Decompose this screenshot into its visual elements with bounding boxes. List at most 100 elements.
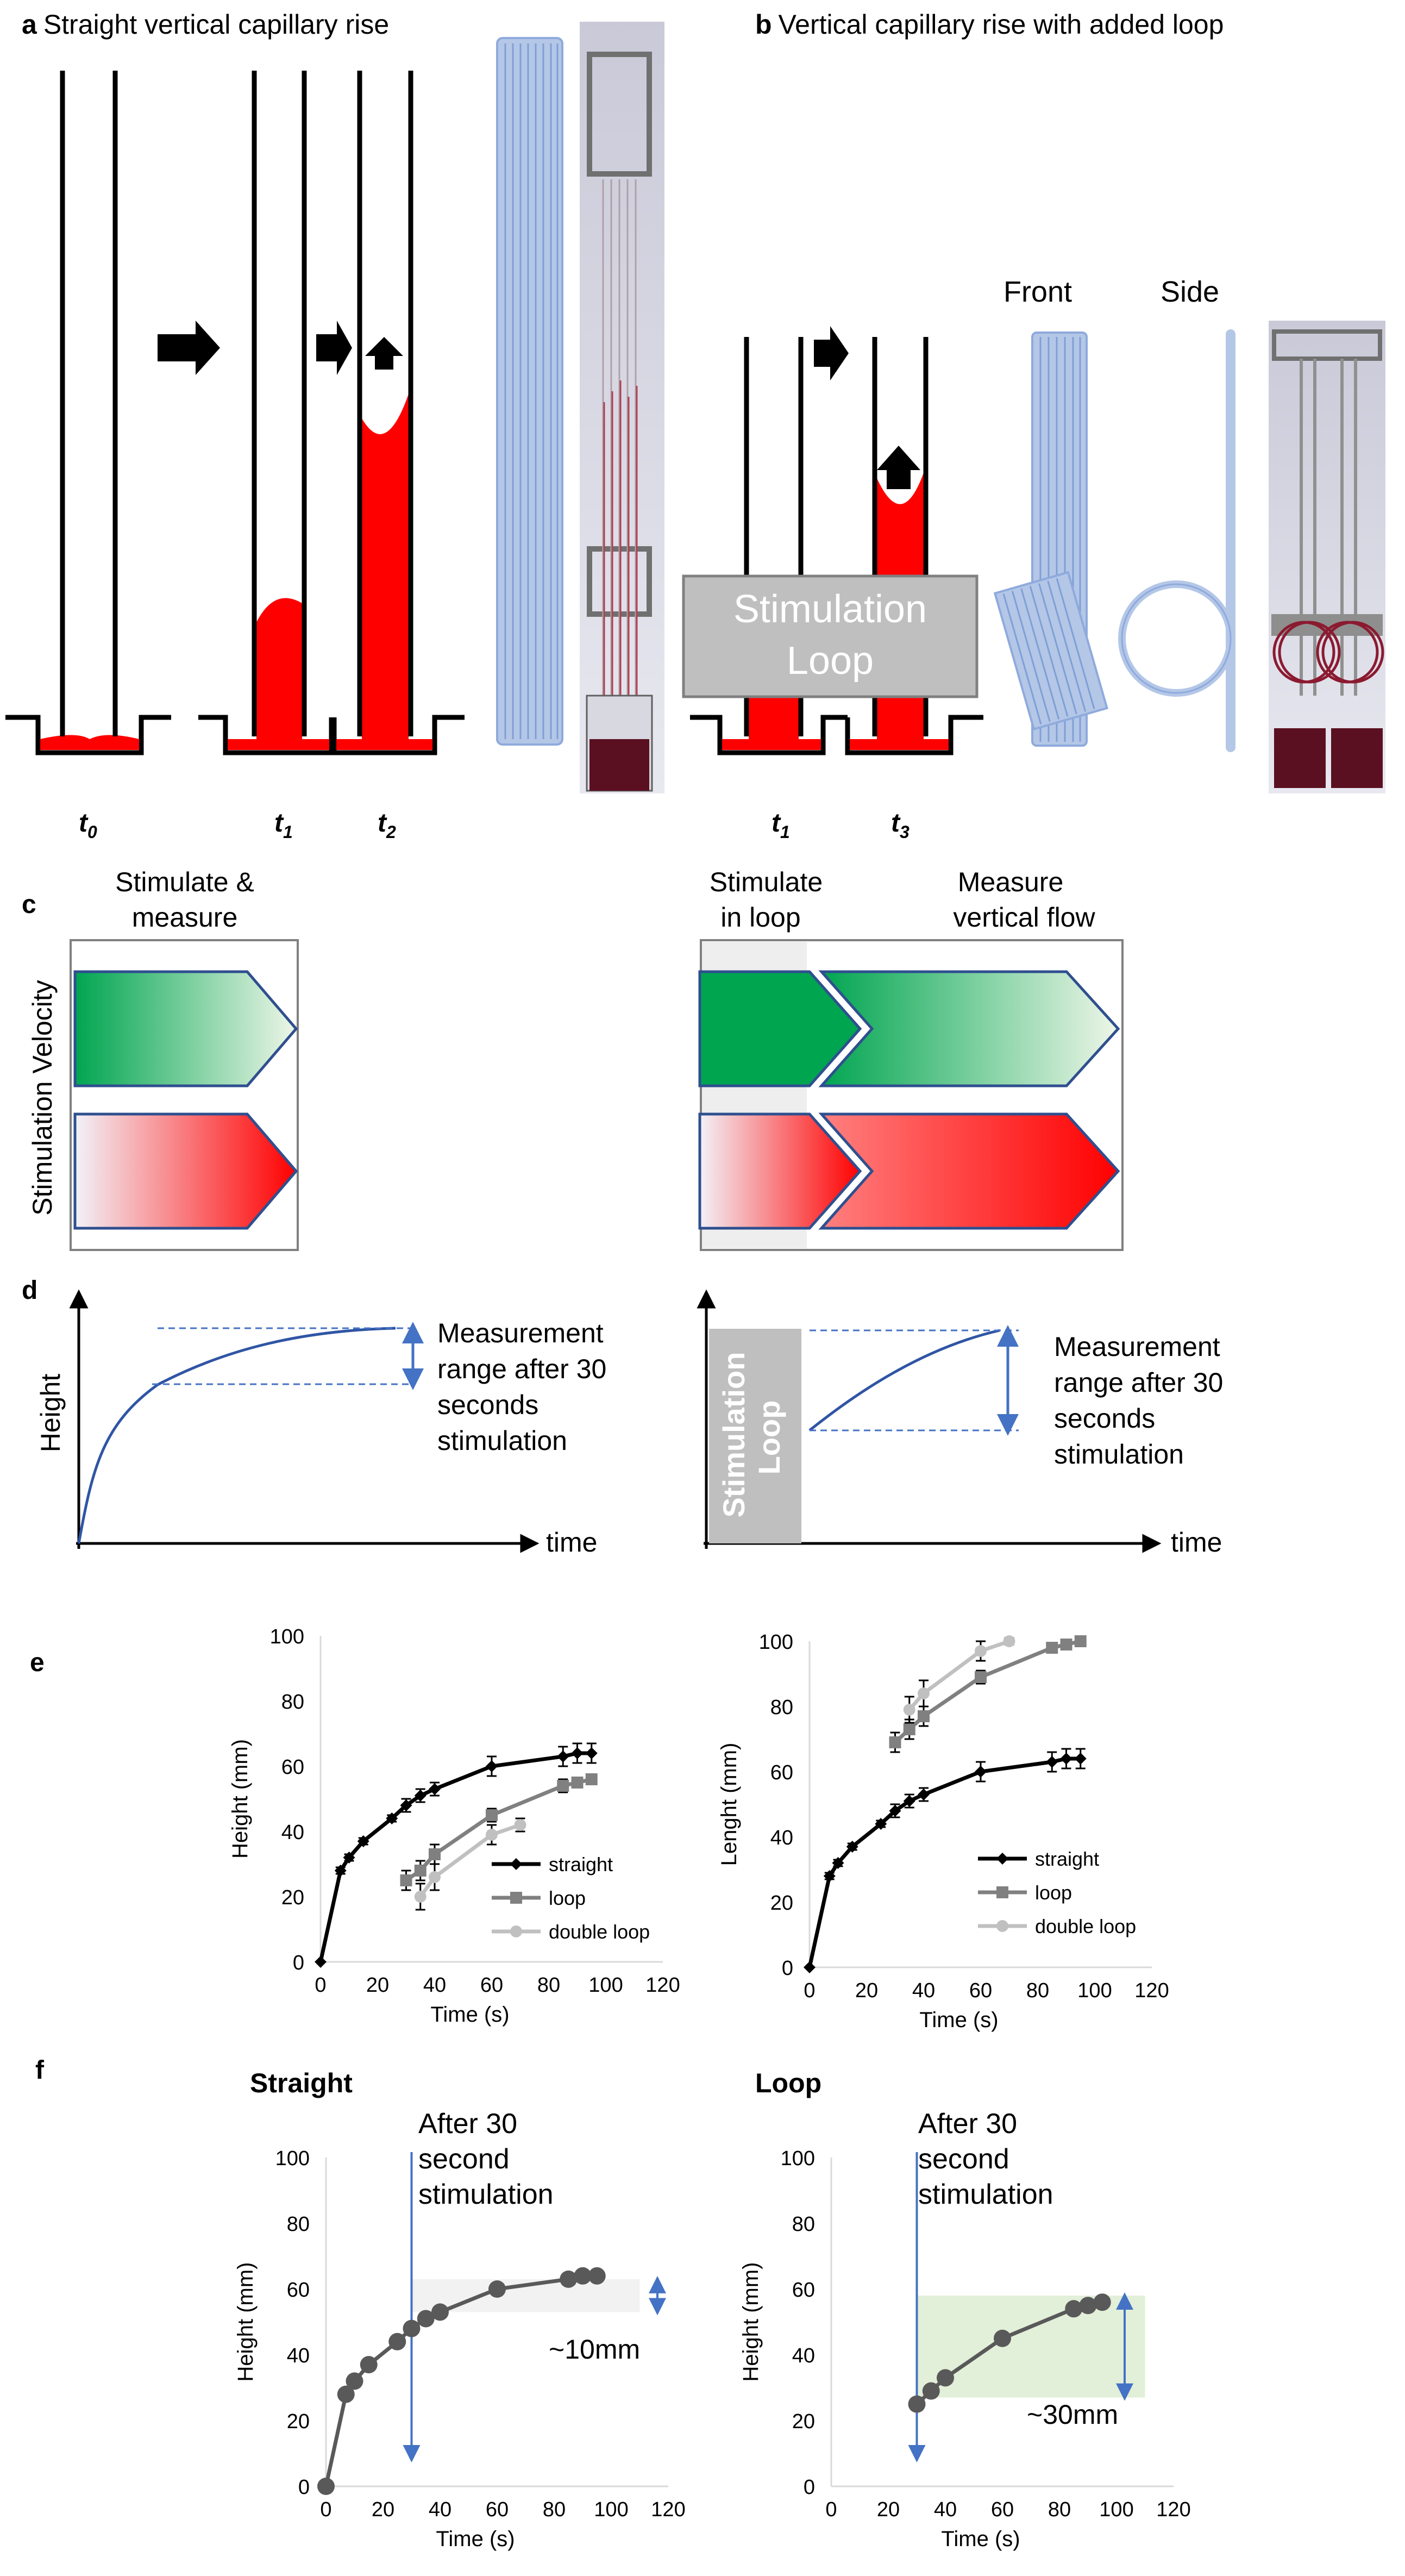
data-point bbox=[903, 1704, 915, 1716]
y-tick-label: 20 bbox=[287, 2410, 310, 2433]
data-point bbox=[414, 1891, 426, 1903]
range-text: seconds bbox=[437, 1390, 538, 1420]
chart-e-right: 0 20 40 60 80 100 0 20 40 60 80 100 120 Time (s) Lengh… bbox=[717, 1631, 1169, 2032]
legend-label: loop bbox=[1035, 1881, 1072, 1904]
annotation-text: second bbox=[918, 2143, 1009, 2175]
y-axis-label: Lenght (mm) bbox=[717, 1743, 741, 1866]
data-point bbox=[417, 2310, 435, 2328]
tube-t2 bbox=[331, 71, 465, 755]
panel-a: a Straight vertical capillary rise t0 bbox=[5, 9, 664, 842]
x-tick-label: 100 bbox=[594, 2498, 628, 2521]
data-point bbox=[1079, 2297, 1097, 2315]
annotation-text: second bbox=[418, 2143, 510, 2175]
y-tick-label: 100 bbox=[270, 1625, 304, 1648]
side-label: Side bbox=[1161, 276, 1219, 308]
legend-marker bbox=[510, 1925, 522, 1937]
data-point bbox=[429, 1871, 441, 1883]
x-tick-label: 0 bbox=[804, 1979, 815, 2002]
tube-t1 bbox=[198, 71, 334, 755]
red-velocity-arrow bbox=[73, 1112, 298, 1230]
legend-label: straight bbox=[1035, 1848, 1099, 1870]
y-tick-label: 0 bbox=[293, 1952, 304, 1974]
panel-f-right-annotations: After 30 second stimulation ~30mm bbox=[918, 2108, 1118, 2430]
legend-marker bbox=[996, 1920, 1008, 1932]
legend-marker bbox=[996, 1853, 1008, 1865]
x-tick-label: 120 bbox=[1156, 2498, 1190, 2521]
x-tick-label: 20 bbox=[855, 1979, 878, 2002]
data-point bbox=[975, 1645, 987, 1657]
x-tick-label: 120 bbox=[651, 2498, 685, 2521]
panel-b-title: b Vertical capillary rise with added loop bbox=[755, 9, 1224, 40]
data-point bbox=[918, 1789, 930, 1800]
height-label: Height bbox=[35, 1374, 66, 1453]
header-measure-vertical: vertical flow bbox=[953, 902, 1095, 933]
svg-text:Loop: Loop bbox=[787, 639, 874, 683]
data-point bbox=[560, 2270, 578, 2288]
data-point bbox=[400, 1799, 412, 1811]
stimulation-velocity-label: Stimulation Velocity bbox=[27, 980, 58, 1216]
arrow-icon bbox=[158, 321, 220, 375]
x-tick-label: 80 bbox=[543, 2498, 566, 2521]
y-tick-label: 0 bbox=[804, 2476, 815, 2499]
y-tick-label: 0 bbox=[298, 2476, 310, 2499]
data-point bbox=[903, 1795, 915, 1807]
data-point bbox=[1074, 1635, 1087, 1647]
data-point bbox=[846, 1841, 858, 1853]
stimulation-loop-bar bbox=[709, 1329, 801, 1543]
header-stimulate-loop: in loop bbox=[720, 902, 800, 933]
y-tick-label: 60 bbox=[792, 2279, 815, 2302]
stim-bar-text: Loop bbox=[752, 1400, 786, 1475]
data-point bbox=[557, 1750, 569, 1762]
data-point bbox=[357, 1835, 369, 1847]
x-tick-label: 20 bbox=[366, 1974, 389, 1997]
y-axis-label: Height (mm) bbox=[234, 2262, 258, 2381]
annotation-text: After 30 bbox=[418, 2108, 517, 2140]
panel-c-left-frame bbox=[70, 939, 299, 1251]
y-tick-label: 100 bbox=[759, 1631, 793, 1654]
panel-c: c Stimulate & measure Stimulation Veloci… bbox=[22, 867, 1124, 1251]
data-point bbox=[1046, 1642, 1058, 1654]
header-stimulate-measure: measure bbox=[132, 902, 238, 933]
y-tick-label: 60 bbox=[281, 1756, 304, 1779]
data-point bbox=[1046, 1756, 1058, 1768]
data-point bbox=[486, 1809, 498, 1821]
y-tick-label: 40 bbox=[287, 2344, 310, 2367]
front-label: Front bbox=[1003, 276, 1072, 308]
time-label-t1: t1 bbox=[772, 809, 790, 842]
data-point bbox=[486, 1829, 498, 1841]
y-tick-label: 40 bbox=[792, 2344, 815, 2367]
data-point bbox=[588, 2267, 606, 2285]
data-point bbox=[1074, 1753, 1087, 1765]
data-point bbox=[1093, 2293, 1111, 2311]
range-text: Measurement bbox=[437, 1318, 604, 1348]
arrow-icon bbox=[814, 326, 849, 380]
green-loop-arrow bbox=[698, 970, 862, 1087]
data-point bbox=[875, 1818, 887, 1830]
data-point bbox=[975, 1766, 987, 1778]
header-stimulate-loop: Stimulate bbox=[710, 867, 823, 897]
stim-bar-text: Stimulation bbox=[717, 1352, 751, 1518]
x-tick-label: 20 bbox=[372, 2498, 394, 2521]
panel-c-right-frame bbox=[700, 939, 1124, 1251]
y-tick-label: 40 bbox=[281, 1821, 304, 1844]
range-text: stimulation bbox=[1054, 1439, 1184, 1470]
y-axis-label: Height (mm) bbox=[739, 2262, 763, 2381]
x-tick-label: 60 bbox=[969, 1979, 992, 2002]
green-measure-arrow bbox=[818, 970, 1120, 1087]
data-point bbox=[414, 1865, 426, 1877]
x-tick-label: 80 bbox=[537, 1974, 560, 1997]
data-point bbox=[429, 1783, 441, 1795]
data-point bbox=[557, 1780, 569, 1792]
data-point bbox=[574, 2267, 592, 2285]
straight-title: Straight bbox=[250, 2068, 353, 2098]
arrow-up-icon bbox=[365, 337, 403, 370]
data-point bbox=[571, 1777, 584, 1789]
panel-b: b Vertical capillary rise with added loop… bbox=[682, 9, 1385, 842]
data-point bbox=[908, 2395, 926, 2413]
x-tick-label: 0 bbox=[315, 1974, 326, 1997]
data-point bbox=[429, 1848, 441, 1860]
x-tick-label: 100 bbox=[588, 1974, 623, 1997]
range-text: stimulation bbox=[437, 1425, 567, 1456]
panel-f-letter: f bbox=[35, 2056, 45, 2085]
